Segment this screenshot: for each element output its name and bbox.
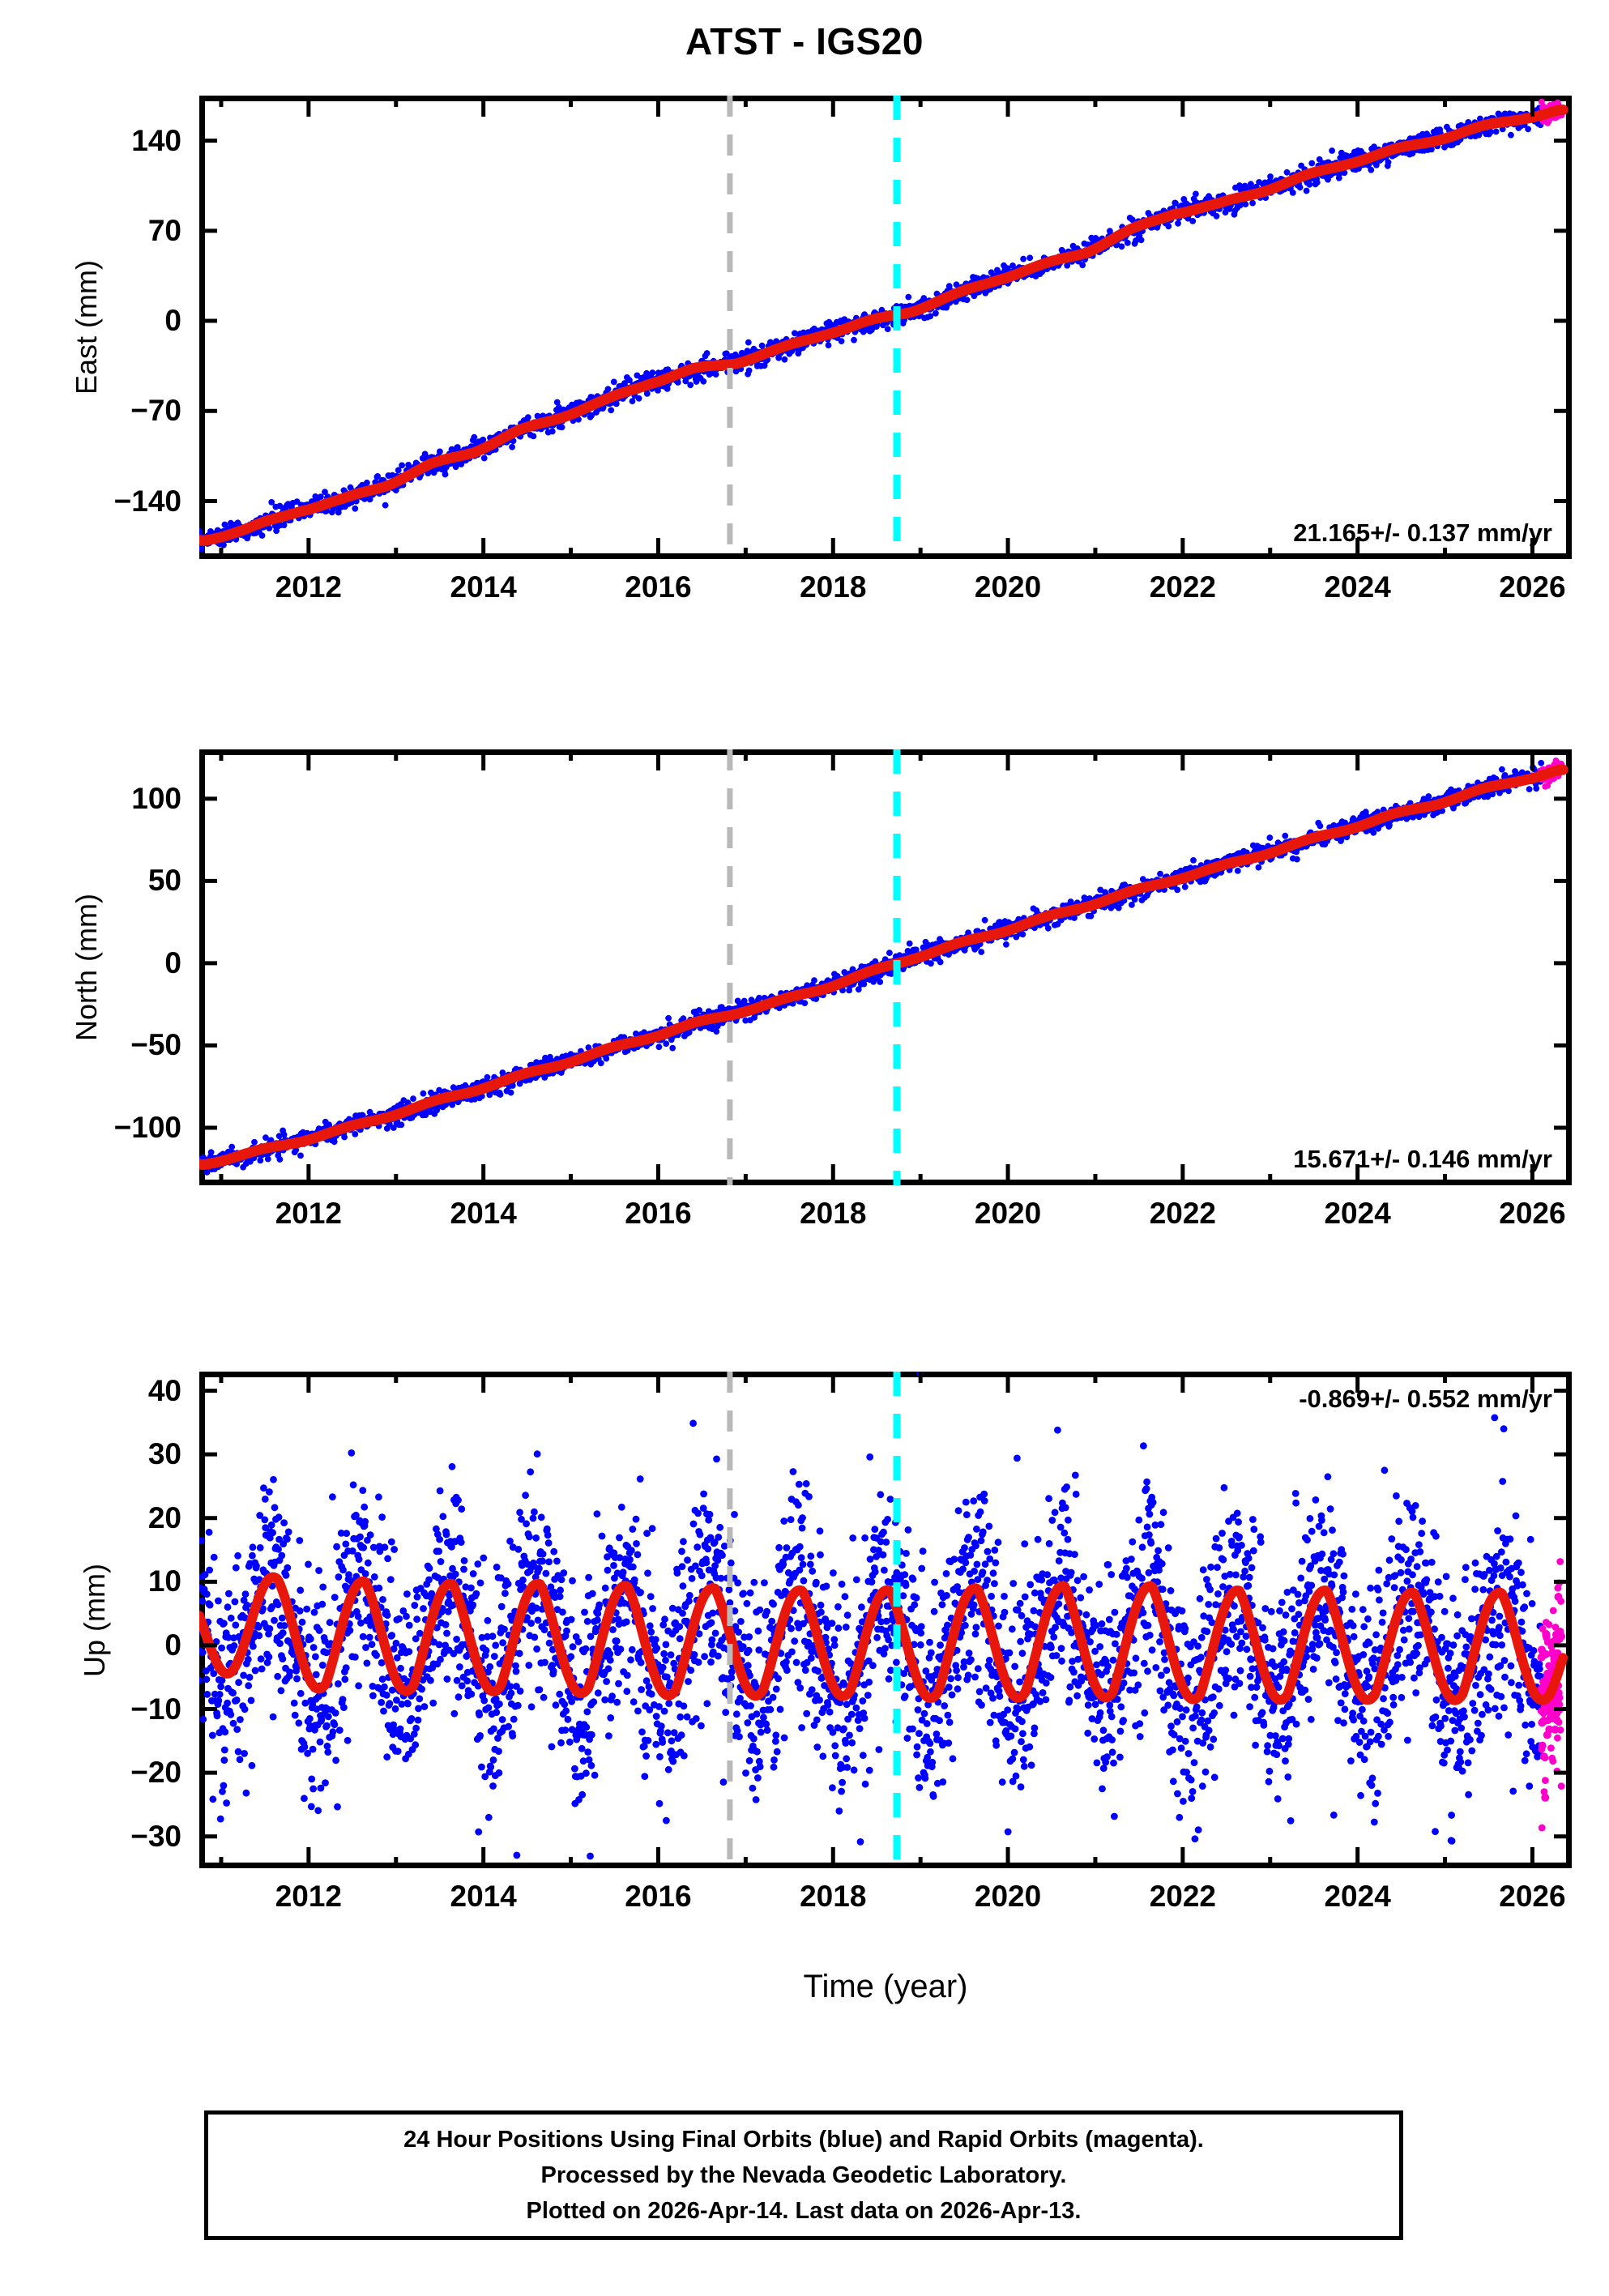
panel-east: 140 70 0 −70 −140 East (mm) 21.165+/- 0.137 mm… <box>70 96 1572 604</box>
x-tick-label: 2014 <box>450 1880 517 1913</box>
x-tick-label: 2026 <box>1499 570 1566 604</box>
model-fit-line <box>199 1572 1568 1705</box>
axis-ticks <box>199 96 1572 559</box>
panel-up: 40 30 20 10 0 −10 −20 −30 Up (mm) -0.869+/- 0.552… <box>78 1372 1572 1913</box>
y-tick-label: −50 <box>130 1028 181 1062</box>
x-tick-label: 2018 <box>800 1880 867 1913</box>
rate-annotation: 21.165+/- 0.137 mm/yr <box>1293 519 1552 547</box>
model-fit-line <box>199 105 1568 546</box>
x-tick-label: 2020 <box>974 1197 1042 1230</box>
y-tick-label: 40 <box>147 1373 181 1407</box>
y-axis-label: East (mm) <box>70 260 103 395</box>
axis-ticks <box>199 1372 1572 1868</box>
y-tick-label: −100 <box>113 1110 181 1144</box>
x-tick-label: 2016 <box>625 1197 692 1230</box>
footer-line-2: Processed by the Nevada Geodetic Laborat… <box>540 2162 1067 2188</box>
y-axis-label: North (mm) <box>70 894 103 1041</box>
x-tick-label: 2016 <box>625 570 692 604</box>
x-tick-label: 2014 <box>450 1197 517 1230</box>
y-tick-label: −10 <box>130 1692 181 1726</box>
x-tick-label: 2024 <box>1324 1880 1391 1913</box>
y-tick-label: 30 <box>147 1437 181 1471</box>
axis-ticks <box>199 749 1572 1185</box>
x-tick-label: 2012 <box>275 1197 343 1230</box>
x-tick-label: 2018 <box>800 1197 867 1230</box>
x-tick-label: 2022 <box>1149 1197 1216 1230</box>
footer-caption-box: 24 Hour Positions Using Final Orbits (bl… <box>204 2110 1403 2240</box>
y-tick-label: −20 <box>130 1756 181 1790</box>
plot-canvas <box>199 1372 1572 1868</box>
data-points-final <box>199 98 1564 553</box>
x-tick-label: 2018 <box>800 570 867 604</box>
y-tick-label: 0 <box>164 304 181 338</box>
panel-north: 100 50 0 −50 −100 North (mm) 15.671+/- 0.146 m… <box>70 749 1572 1230</box>
x-tick-label: 2022 <box>1149 1880 1216 1913</box>
x-tick-label: 2012 <box>275 570 343 604</box>
x-axis-label: Time (year) <box>803 1969 968 2004</box>
x-tick-label: 2020 <box>974 1880 1042 1913</box>
y-tick-label: 50 <box>147 864 181 898</box>
x-tick-label: 2012 <box>275 1880 343 1913</box>
x-tick-label: 2020 <box>974 570 1042 604</box>
y-tick-label: 20 <box>147 1500 181 1534</box>
y-tick-label: −140 <box>113 484 181 518</box>
y-tick-label: 70 <box>147 213 181 247</box>
footer-line-3: Plotted on 2026-Apr-14. Last data on 202… <box>526 2198 1082 2225</box>
y-tick-label: 100 <box>131 781 181 815</box>
x-tick-label: 2024 <box>1324 570 1391 604</box>
rate-annotation: -0.869+/- 0.552 mm/yr <box>1299 1385 1552 1413</box>
y-tick-label: 0 <box>164 1628 181 1662</box>
footer-line-1: 24 Hour Positions Using Final Orbits (bl… <box>403 2126 1204 2153</box>
plot-canvas <box>199 96 1572 559</box>
model-fit-line <box>199 764 1568 1170</box>
plot-canvas <box>199 749 1572 1185</box>
y-axis-label: Up (mm) <box>78 1563 111 1677</box>
rate-annotation: 15.671+/- 0.146 mm/yr <box>1293 1145 1552 1173</box>
x-tick-label: 2026 <box>1499 1880 1566 1913</box>
x-tick-label: 2022 <box>1149 570 1216 604</box>
y-tick-label: 10 <box>147 1564 181 1598</box>
data-points-final <box>199 1372 1565 1860</box>
y-tick-label: −70 <box>130 394 181 428</box>
x-tick-label: 2016 <box>625 1880 692 1913</box>
x-tick-label: 2024 <box>1324 1197 1391 1230</box>
y-tick-label: 140 <box>131 123 181 157</box>
x-tick-label: 2026 <box>1499 1197 1566 1230</box>
y-tick-label: −30 <box>130 1819 181 1853</box>
x-tick-label: 2014 <box>450 570 517 604</box>
page-title: ATST - IGS20 <box>685 20 924 62</box>
y-tick-label: 0 <box>164 945 181 979</box>
